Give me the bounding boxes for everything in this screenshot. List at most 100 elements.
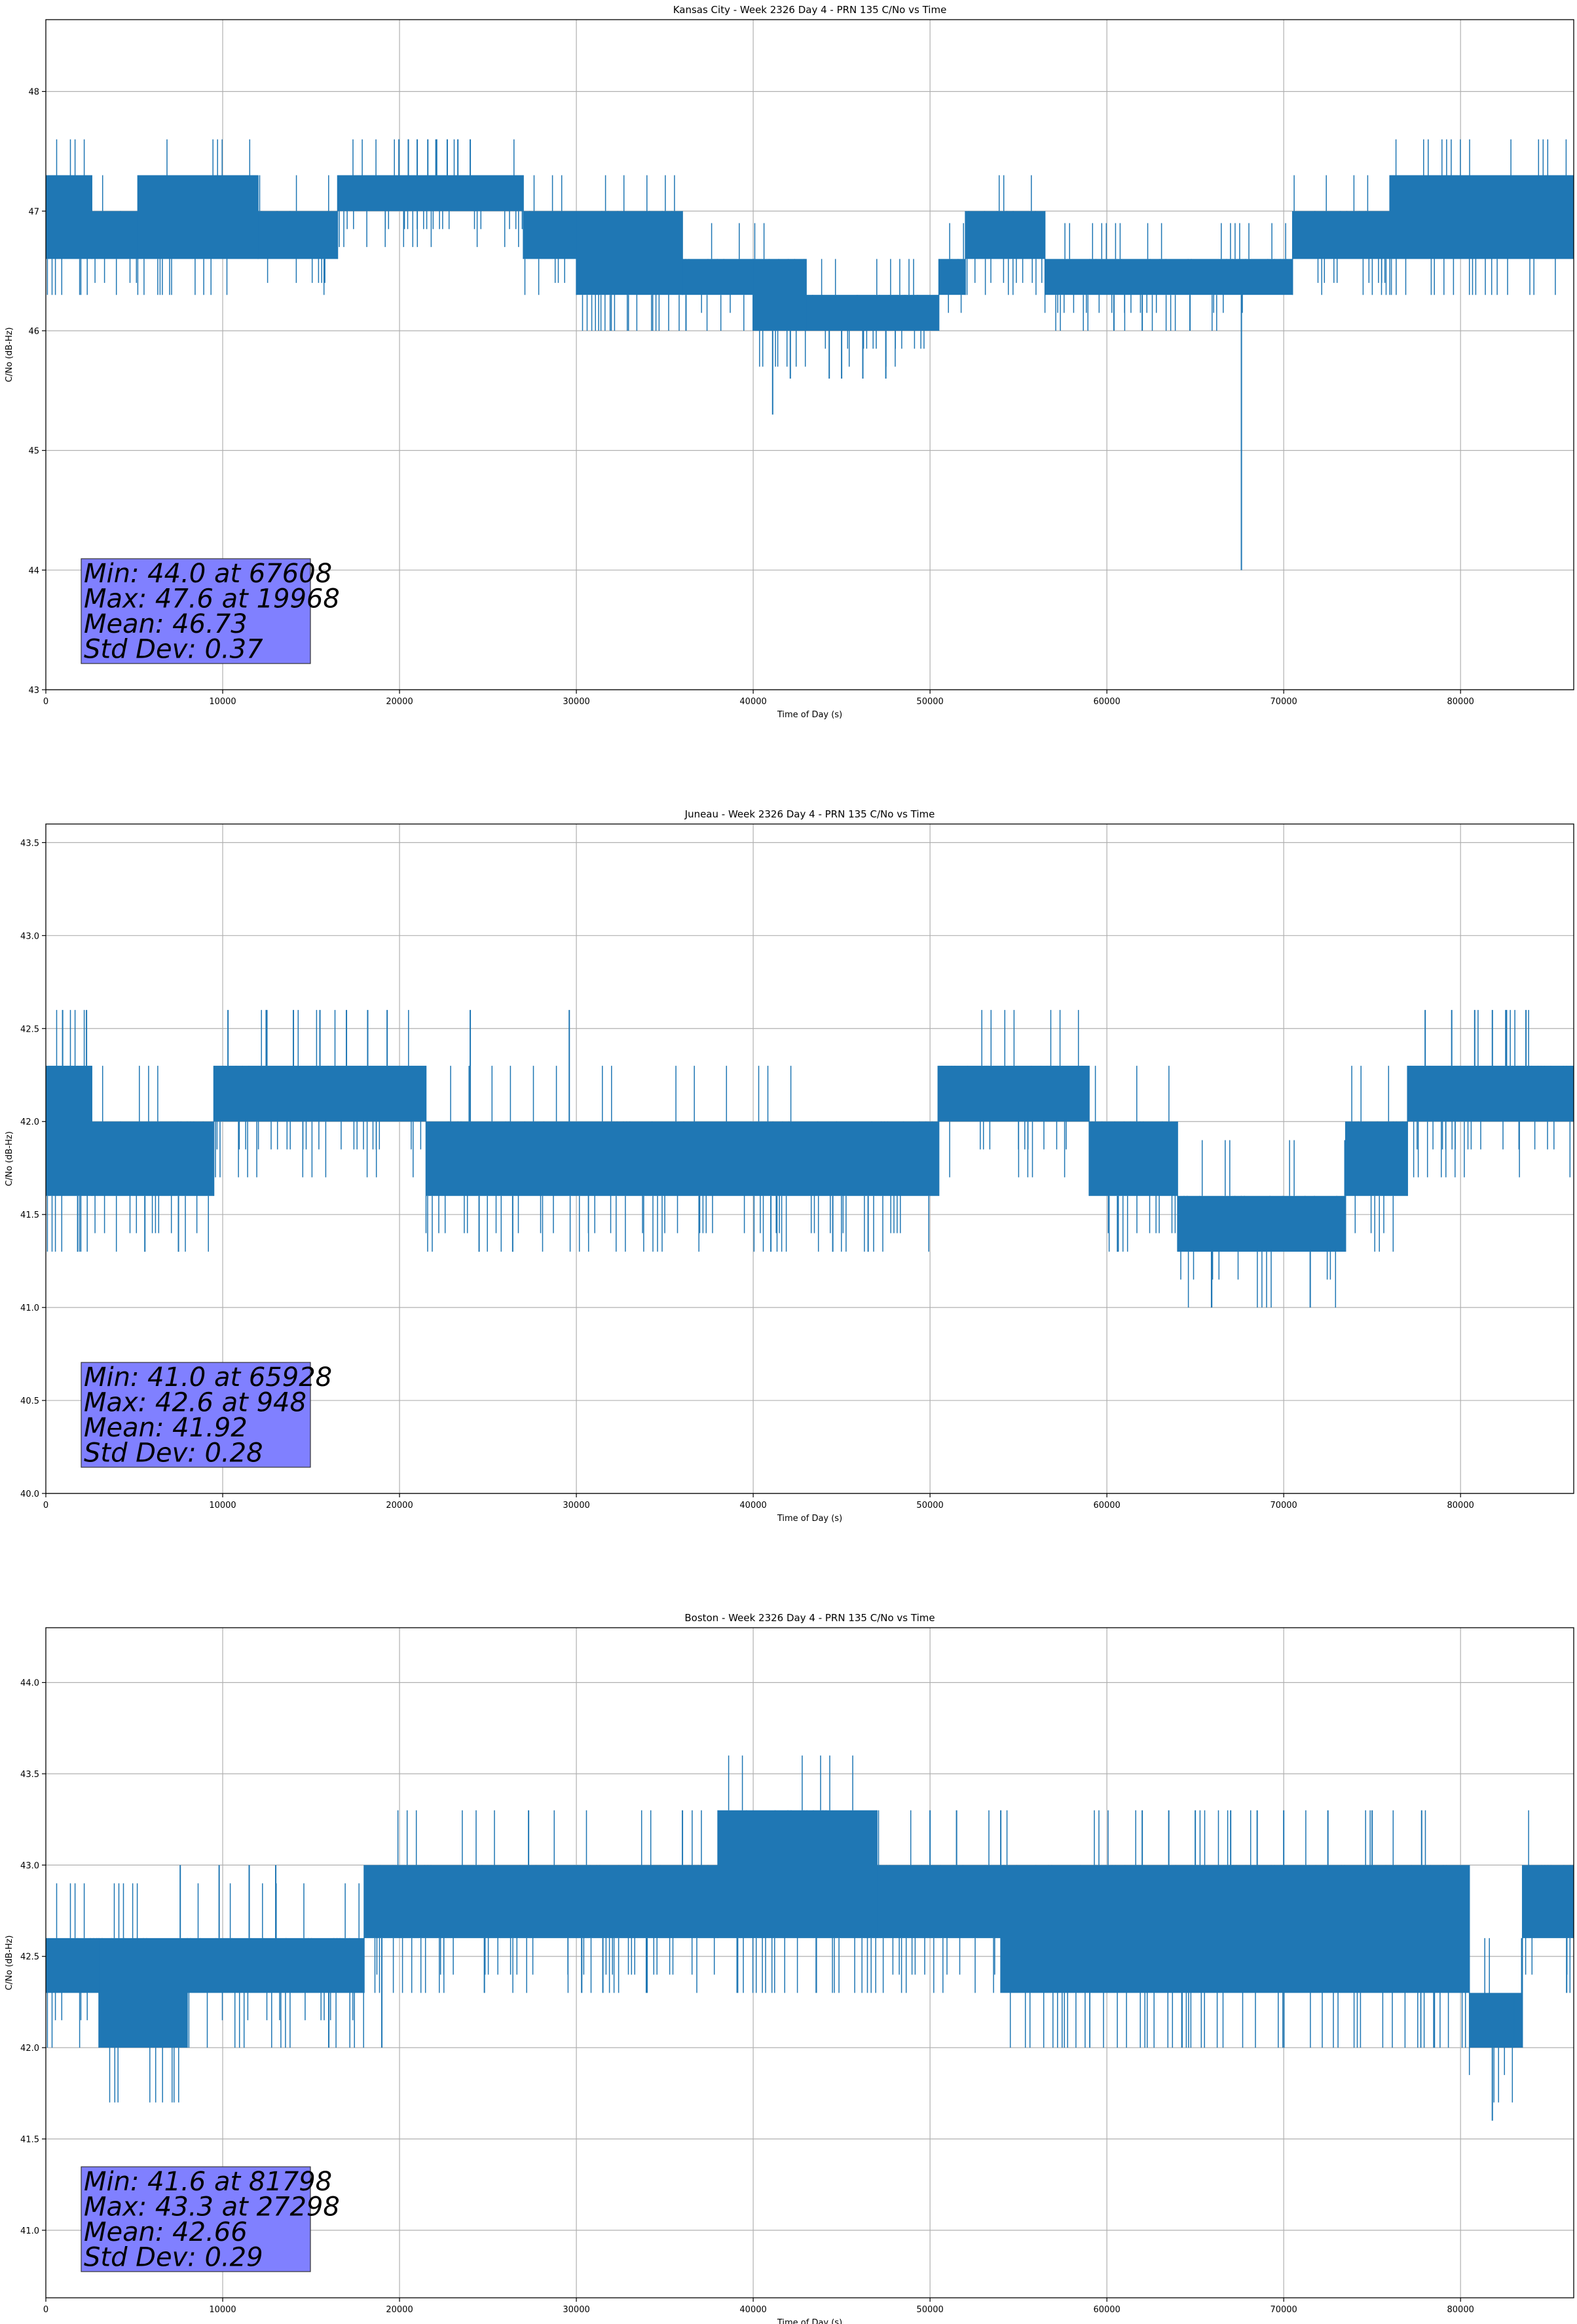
cno-band: [1469, 1993, 1523, 2048]
cno-series: [46, 139, 1574, 571]
cno-band: [92, 211, 138, 259]
x-tick-label: 10000: [209, 697, 236, 707]
chart-title: Boston - Week 2326 Day 4 - PRN 135 C/No …: [684, 1612, 935, 1624]
cno-band: [718, 1810, 878, 1938]
x-tick-label: 60000: [1093, 697, 1120, 707]
y-tick-label: 47: [28, 207, 39, 217]
cno-band: [682, 259, 754, 295]
cno-band: [938, 259, 966, 295]
y-tick-label: 43.0: [20, 931, 39, 941]
y-axis-label: C/No (dB-Hz): [5, 1936, 14, 1991]
cno-band: [877, 1865, 1001, 1938]
x-tick-label: 70000: [1270, 697, 1297, 707]
y-tick-label: 41.0: [20, 1303, 39, 1313]
chart-panel-3: Boston - Week 2326 Day 4 - PRN 135 C/No …: [5, 1612, 1574, 2324]
stats-min: Min: 41.0 at 65928: [84, 1362, 332, 1393]
y-tick-label: 41.5: [20, 2135, 39, 2145]
x-axis-label: Time of Day (s): [777, 2318, 842, 2324]
x-axis: 0 10000 20000 30000 40000 50000 60000 70000 8000…: [43, 2298, 1474, 2315]
cno-band: [1292, 211, 1390, 259]
y-axis-label: C/No (dB-Hz): [5, 328, 14, 383]
cno-band: [46, 1066, 92, 1196]
x-axis: 0 10000 20000 30000 40000 50000 60000 70000 8000…: [43, 1493, 1474, 1510]
x-tick-label: 20000: [386, 2305, 413, 2315]
stats-min: Min: 41.6 at 81798: [84, 2167, 332, 2197]
x-axis-label: Time of Day (s): [777, 1514, 842, 1524]
cno-band: [576, 211, 683, 295]
y-tick-label: 42.0: [20, 1117, 39, 1127]
cno-band: [1178, 1195, 1346, 1252]
stats-max: Max: 43.3 at 27298: [84, 2192, 340, 2222]
stats-std: Std Dev: 0.29: [84, 2243, 263, 2273]
y-tick-label: 43.5: [20, 1770, 39, 1780]
y-tick-label: 45: [28, 447, 39, 457]
x-tick-label: 30000: [563, 697, 589, 707]
cno-band: [92, 1121, 214, 1196]
plot-frame: [45, 823, 1574, 1494]
y-tick-label: 41.5: [20, 1210, 39, 1220]
cno-band: [258, 211, 338, 259]
y-tick-label: 43.0: [20, 1861, 39, 1871]
cno-band: [965, 211, 1045, 259]
y-tick-label: 42.0: [20, 2044, 39, 2053]
stats-max: Max: 42.6 at 948: [84, 1388, 306, 1418]
plot-frame: [45, 19, 1574, 690]
x-tick-label: 20000: [386, 697, 413, 707]
y-tick-label: 46: [28, 327, 39, 337]
cno-band: [1522, 1865, 1574, 1938]
y-tick-label: 44.0: [20, 1679, 39, 1689]
stats-max: Max: 47.6 at 19968: [84, 584, 340, 614]
x-tick-label: 30000: [563, 2305, 589, 2315]
cno-band: [99, 1938, 188, 2048]
stats-box-background: [81, 2166, 311, 2272]
stats-box-background: [81, 1362, 311, 1468]
y-tick-label: 40.0: [20, 1490, 39, 1499]
x-tick-label: 10000: [209, 2305, 236, 2315]
x-tick-label: 50000: [916, 697, 943, 707]
y-axis: 43 44 45 46 47 48: [28, 88, 46, 696]
y-axis: 41.0 41.5 42.0 42.5 43.0 43.5 44.0: [20, 1679, 46, 2236]
x-tick-label: 0: [43, 697, 48, 707]
y-axis-label: C/No (dB-Hz): [5, 1131, 14, 1186]
plot-frame: [45, 1627, 1574, 2298]
stats-mean: Mean: 41.92: [84, 1413, 248, 1443]
stats-min: Min: 44.0 at 67608: [84, 559, 332, 589]
cno-band: [806, 295, 939, 331]
y-tick-label: 42.5: [20, 1953, 39, 1962]
y-tick-label: 44: [28, 566, 39, 576]
y-tick-label: 43.5: [20, 838, 39, 848]
x-tick-label: 80000: [1447, 1501, 1474, 1510]
x-tick-label: 0: [43, 1501, 48, 1510]
cno-band: [523, 211, 577, 259]
chart-panel-2: Juneau - Week 2326 Day 4 - PRN 135 C/No …: [5, 808, 1574, 1524]
cno-series: [46, 1009, 1574, 1308]
cno-band: [1407, 1066, 1574, 1122]
x-axis-label: Time of Day (s): [777, 710, 842, 720]
y-tick-label: 43: [28, 686, 39, 696]
x-tick-label: 80000: [1447, 697, 1474, 707]
x-tick-label: 20000: [386, 1501, 413, 1510]
y-axis: 40.0 40.5 41.0 41.5 42.0 42.5 43.0 43.5: [20, 838, 46, 1499]
cno-band: [938, 1066, 1090, 1122]
cno-band: [1345, 1121, 1408, 1196]
x-tick-label: 70000: [1270, 2305, 1297, 2315]
chart-title: Kansas City - Week 2326 Day 4 - PRN 135 …: [673, 4, 947, 16]
stats-box-background: [81, 558, 311, 664]
y-tick-label: 48: [28, 88, 39, 98]
cno-series: [46, 1755, 1574, 2121]
x-tick-label: 60000: [1093, 1501, 1120, 1510]
x-tick-label: 0: [43, 2305, 48, 2315]
cno-band: [1045, 259, 1293, 295]
x-axis: 0 10000 20000 30000 40000 50000 60000 70000 8000…: [43, 690, 1474, 707]
cno-band: [46, 1938, 100, 1993]
x-tick-label: 60000: [1093, 2305, 1120, 2315]
cno-band: [46, 175, 92, 259]
stats-std: Std Dev: 0.37: [84, 635, 263, 665]
y-tick-label: 40.5: [20, 1396, 39, 1406]
cno-band: [1001, 1865, 1470, 1993]
chart-panel-1: Kansas City - Week 2326 Day 4 - PRN 135 …: [5, 4, 1574, 720]
x-tick-label: 70000: [1270, 1501, 1297, 1510]
